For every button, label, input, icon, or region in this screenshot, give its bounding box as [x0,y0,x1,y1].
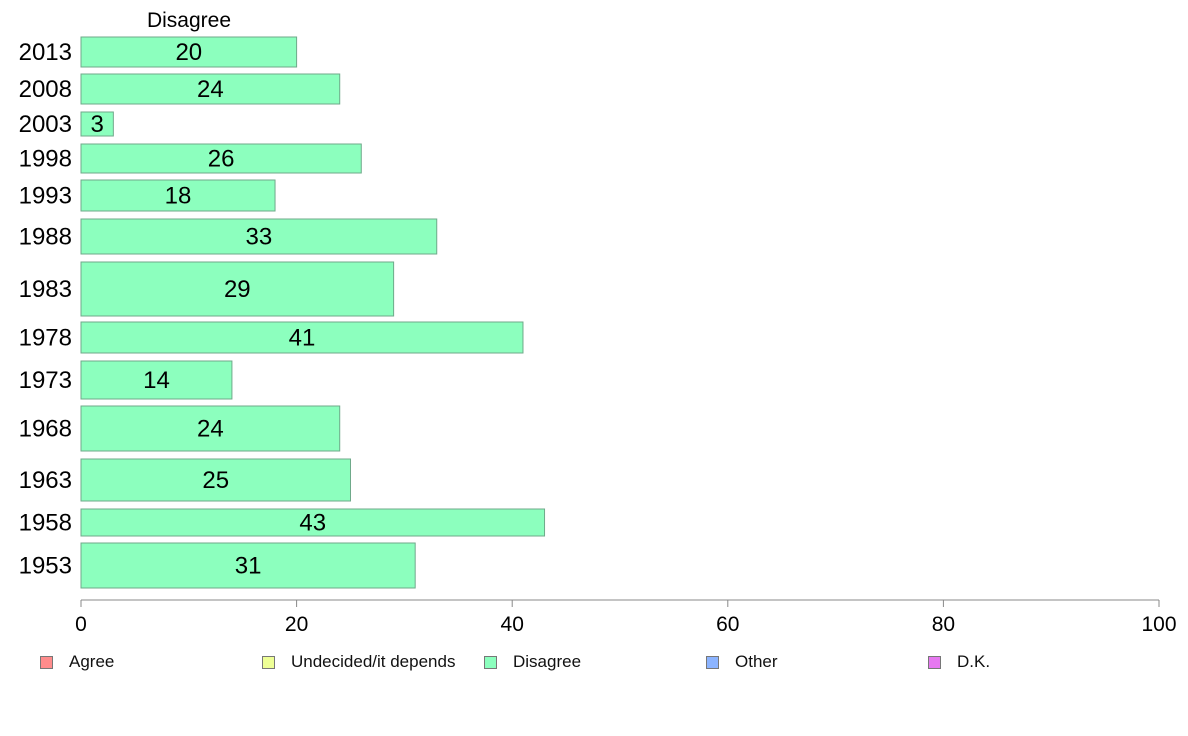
bar-1953 [80,542,416,589]
data-label: 41 [289,325,316,352]
data-label: 33 [246,224,273,251]
legend-swatch [484,655,497,669]
y-tick-label: 1973 [19,367,72,394]
legend-swatch [262,655,275,669]
bar-2008 [80,73,341,105]
data-label: 24 [197,416,224,443]
data-label: 31 [235,553,262,580]
legend-label: Undecided/it depends [291,652,456,671]
x-tick-label: 60 [716,613,739,636]
bar-2003 [80,111,114,137]
bar-1963 [80,458,351,502]
chart-title: Disagree [147,9,231,32]
legend-item: Other [706,652,778,672]
bar-1973 [80,360,233,400]
bar-1988 [80,218,438,255]
data-label: 25 [202,467,229,494]
y-tick-label: 1998 [19,146,72,173]
data-label: 14 [143,367,170,394]
y-tick-label: 2008 [19,76,72,103]
data-label: 29 [224,276,251,303]
x-tick-label: 40 [501,613,524,636]
y-tick-label: 2003 [19,111,72,138]
x-tick-label: 80 [932,613,955,636]
x-tick-label: 0 [75,613,87,636]
x-axis: 0 20 40 60 80 100 [75,599,1177,636]
legend-swatch [928,655,941,669]
legend-label: Agree [69,652,115,671]
legend-item: Agree [40,652,114,672]
data-label: 43 [299,510,326,537]
legend-swatch [40,655,53,669]
data-label: 18 [165,183,192,210]
x-tick-label: 100 [1141,613,1176,636]
y-tick-label: 1968 [19,416,72,443]
bar-1968 [80,405,341,452]
legend-label: Other [735,652,778,671]
y-tick-label: 1978 [19,325,72,352]
legend-swatch [706,655,719,669]
y-tick-label: 1983 [19,276,72,303]
y-tick-label: 1988 [19,224,72,251]
x-tick-label: 20 [285,613,308,636]
bar-1983 [80,261,395,317]
y-tick-label: 1958 [19,510,72,537]
y-tick-label: 1963 [19,467,72,494]
bar-1993 [80,179,276,212]
bars-group: 2013 20 2008 24 2003 3 1998 26 1993 18 1988 33 1983 2… [19,36,546,589]
legend-label: Disagree [513,652,582,671]
data-label: 26 [208,146,235,173]
legend-item: Disagree [484,652,581,672]
bar-1958 [80,508,546,537]
data-label: 24 [197,76,224,103]
bar-1998 [80,143,362,174]
data-label: 20 [175,39,202,66]
y-tick-label: 1993 [19,183,72,210]
y-tick-label: 2013 [19,39,72,66]
bar-2013 [80,36,298,68]
legend: Agree Undecided/it depends Disagree Other D.… [0,652,1188,676]
data-label: 3 [90,111,103,138]
y-tick-label: 1953 [19,553,72,580]
bar-1978 [80,321,524,354]
legend-item: D.K. [928,652,990,672]
legend-label: D.K. [957,652,991,671]
legend-item: Undecided/it depends [262,652,455,672]
